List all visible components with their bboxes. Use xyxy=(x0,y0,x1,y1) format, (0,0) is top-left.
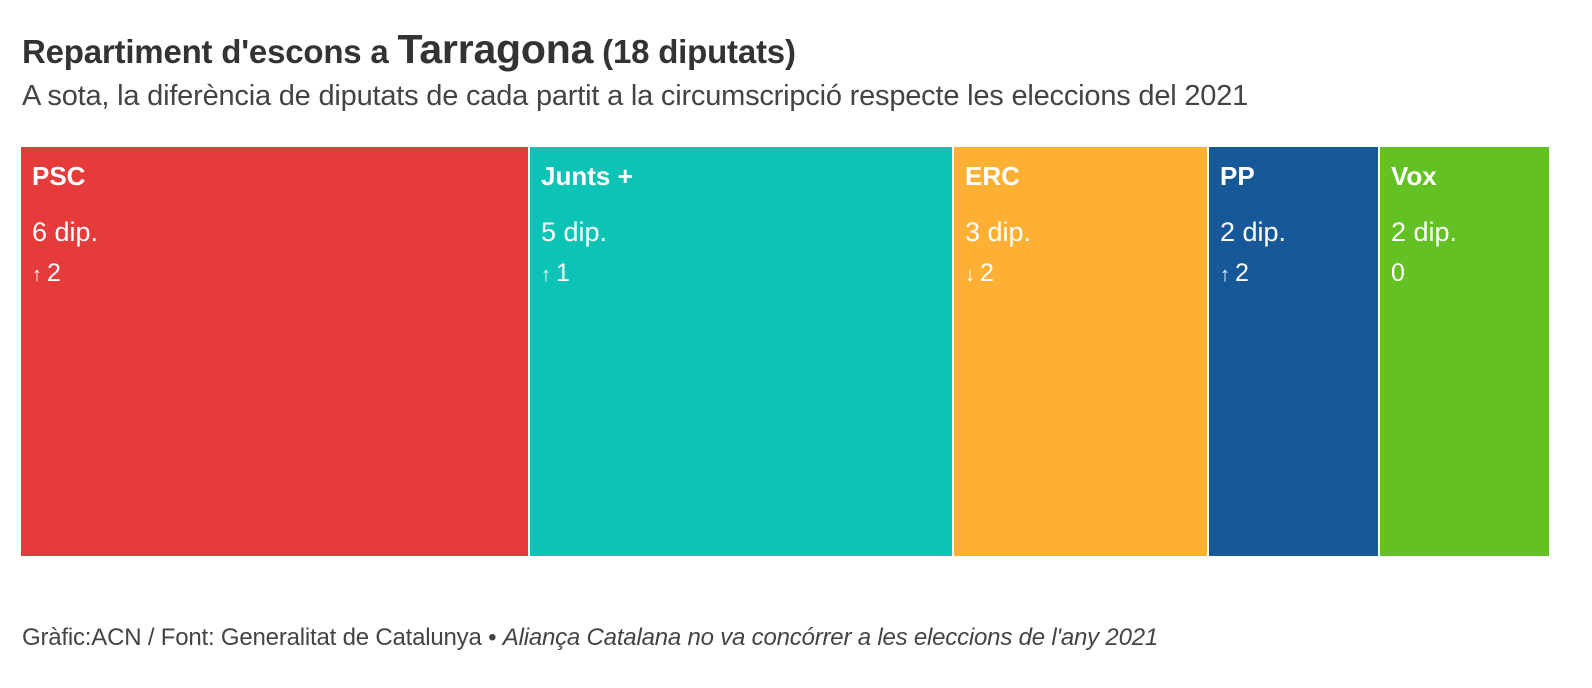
chart-subtitle: A sota, la diferència de diputats de cad… xyxy=(22,80,1249,112)
seat-distribution-chart: PSC 6 dip. ↑ 2 Junts +5 dip. ↑ 1 ERC 3 dip. ↓ 2 PP 2… xyxy=(21,147,1549,556)
title-place: Tarragona xyxy=(397,26,594,72)
seats-label: 6 dip. xyxy=(32,217,99,247)
seats-label: 2 dip. xyxy=(1220,217,1287,247)
bar-junts: Junts + 5 dip. ↑ 1 xyxy=(530,147,952,556)
seat-change-value: 0 xyxy=(1391,259,1405,287)
bar-pp: PP 2 dip. ↑ 2 xyxy=(1209,147,1378,556)
party-label: PP xyxy=(1220,161,1255,191)
seats-label: 5 dip. xyxy=(541,217,608,247)
footer-separator: • xyxy=(481,624,503,651)
seat-change-value: 2 xyxy=(1235,259,1249,287)
party-label: PSC xyxy=(32,161,86,191)
chart-title: Repartiment d'escons a Tarragona (18 dip… xyxy=(22,26,796,73)
bar-vox: Vox 2 dip. 0 xyxy=(1380,147,1549,556)
seat-change-label: ↑ 2 xyxy=(32,259,61,288)
arrow-up-icon: ↑ xyxy=(32,264,42,286)
seat-change-value: 2 xyxy=(47,259,61,287)
footer-note: Aliança Catalana no va concórrer a les e… xyxy=(502,624,1159,651)
title-prefix: Repartiment d'escons a xyxy=(22,33,398,70)
party-label: Junts + xyxy=(541,161,633,191)
chart-footer: Gràfic:ACN / Font: Generalitat de Catalu… xyxy=(22,624,1158,652)
seats-label: 2 dip. xyxy=(1391,217,1458,247)
seat-change-label: ↑ 1 xyxy=(541,259,570,288)
seat-change-value: 2 xyxy=(980,259,994,287)
seat-change-label: 0 xyxy=(1391,259,1405,288)
bar-psc: PSC 6 dip. ↑ 2 xyxy=(21,147,528,556)
arrow-down-icon: ↓ xyxy=(965,264,975,286)
arrow-up-icon: ↑ xyxy=(1220,264,1230,286)
seats-label: 3 dip. xyxy=(965,217,1032,247)
bar-erc: ERC 3 dip. ↓ 2 xyxy=(954,147,1207,556)
title-suffix: (18 diputats) xyxy=(593,33,796,70)
seat-change-value: 1 xyxy=(556,259,570,287)
seat-change-label: ↑ 2 xyxy=(1220,259,1249,288)
arrow-up-icon: ↑ xyxy=(541,264,551,286)
seat-change-label: ↓ 2 xyxy=(965,259,994,288)
party-label: ERC xyxy=(965,161,1020,191)
footer-source: Gràfic:ACN / Font: Generalitat de Catalu… xyxy=(22,624,482,651)
party-label: Vox xyxy=(1391,161,1437,191)
